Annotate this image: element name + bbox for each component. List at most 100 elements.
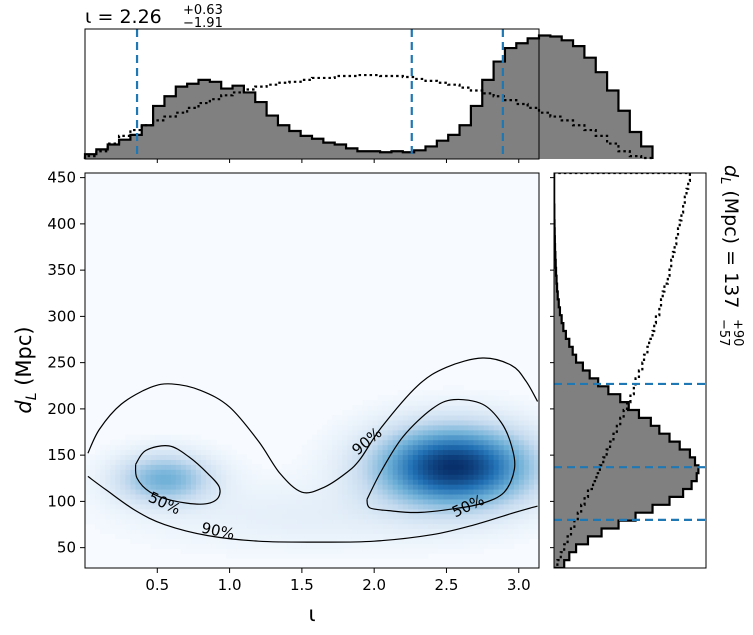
heatmap-cell <box>195 479 202 485</box>
heatmap-cell <box>438 469 444 475</box>
heatmap-cell <box>206 538 212 544</box>
heatmap-cell <box>125 479 131 485</box>
heatmap-cell <box>145 508 152 515</box>
heatmap-cell <box>392 513 399 520</box>
heatmap-cell <box>185 434 192 441</box>
heatmap-cell <box>513 474 520 480</box>
heatmap-cell <box>387 503 394 510</box>
heatmap-cell <box>140 498 147 505</box>
y-tick-label-2: 150 <box>47 446 76 464</box>
heatmap-cell <box>216 538 222 544</box>
heatmap-cell <box>312 449 318 456</box>
heatmap-cell <box>352 493 358 500</box>
heatmap-cell <box>513 484 520 490</box>
heatmap-cell <box>165 439 172 446</box>
heatmap-cell <box>402 464 409 470</box>
heatmap-cell <box>130 513 137 520</box>
heatmap-cell <box>256 474 263 480</box>
heatmap-cell <box>468 390 475 396</box>
heatmap-cell <box>170 538 177 544</box>
heatmap-cell <box>377 533 384 539</box>
heatmap-cell <box>140 474 147 480</box>
heatmap-cell <box>362 439 369 446</box>
heatmap-cell <box>412 400 419 406</box>
heatmap-cell <box>206 459 212 465</box>
heatmap-cell <box>347 479 353 485</box>
heatmap-cell <box>190 543 197 549</box>
heatmap-cell <box>428 434 434 441</box>
heatmap-cell <box>518 449 525 456</box>
heatmap-cell <box>276 498 283 505</box>
heatmap-cell <box>291 464 298 470</box>
heatmap-cell <box>438 508 444 515</box>
heatmap-cell <box>256 513 263 520</box>
heatmap-cell <box>110 528 116 535</box>
heatmap-cell <box>296 533 303 539</box>
heatmap-cell <box>352 429 358 436</box>
heatmap-cell <box>513 400 520 406</box>
heatmap-cell <box>115 449 121 456</box>
heatmap-cell <box>453 489 459 495</box>
heatmap-cell <box>458 493 464 500</box>
heatmap-cell <box>362 410 369 416</box>
heatmap-cell <box>438 439 444 446</box>
heatmap-cell <box>195 543 202 549</box>
heatmap-cell <box>312 553 318 559</box>
heatmap-cell <box>483 469 490 475</box>
heatmap-cell <box>165 444 172 451</box>
heatmap-cell <box>468 395 475 401</box>
heatmap-cell <box>468 414 475 421</box>
heatmap-cell <box>175 454 182 460</box>
heatmap-cell <box>281 503 288 510</box>
heatmap-cell <box>533 493 539 500</box>
heatmap-cell <box>412 548 419 554</box>
heatmap-cell <box>190 434 197 441</box>
heatmap-cell <box>185 523 192 530</box>
heatmap-cell <box>402 479 409 485</box>
heatmap-cell <box>216 518 222 525</box>
heatmap-cell <box>206 548 212 554</box>
heatmap-cell <box>145 469 152 475</box>
heatmap-cell <box>523 410 530 416</box>
heatmap-cell <box>433 538 439 544</box>
heatmap-cell <box>382 498 389 505</box>
heatmap-cell <box>402 400 409 406</box>
heatmap-cell <box>488 414 495 421</box>
heatmap-cell <box>468 410 475 416</box>
heatmap-cell <box>110 474 116 480</box>
heatmap-cell <box>352 508 358 515</box>
heatmap-cell <box>352 424 358 431</box>
heatmap-cell <box>387 493 394 500</box>
heatmap-cell <box>135 533 142 539</box>
heatmap-cell <box>412 508 419 515</box>
heatmap-cell <box>473 459 480 465</box>
heatmap-cell <box>266 518 273 525</box>
heatmap-cell <box>407 489 414 495</box>
heatmap-cell <box>327 434 333 441</box>
heatmap-cell <box>402 528 409 535</box>
heatmap-cell <box>433 474 439 480</box>
heatmap-cell <box>301 548 308 554</box>
heatmap-cell <box>412 424 419 431</box>
heatmap-cell <box>458 400 464 406</box>
heatmap-cell <box>155 523 162 530</box>
heatmap-cell <box>523 484 530 490</box>
heatmap-cell <box>236 498 242 505</box>
heatmap-cell <box>120 464 126 470</box>
heatmap-cell <box>170 439 177 446</box>
heatmap-cell <box>397 548 404 554</box>
heatmap-cell <box>95 469 101 475</box>
heatmap-cell <box>155 474 162 480</box>
heatmap-cell <box>90 459 96 465</box>
heatmap-cell <box>493 498 500 505</box>
heatmap-cell <box>407 528 414 535</box>
heatmap-cell <box>140 469 147 475</box>
heatmap-cell <box>357 489 364 495</box>
heatmap-cell <box>417 528 424 535</box>
heatmap-cell <box>236 454 242 460</box>
heatmap-cell <box>347 533 353 539</box>
heatmap-cell <box>85 513 91 520</box>
heatmap-cell <box>402 434 409 441</box>
heatmap-cell <box>306 493 313 500</box>
heatmap-cell <box>231 454 237 460</box>
